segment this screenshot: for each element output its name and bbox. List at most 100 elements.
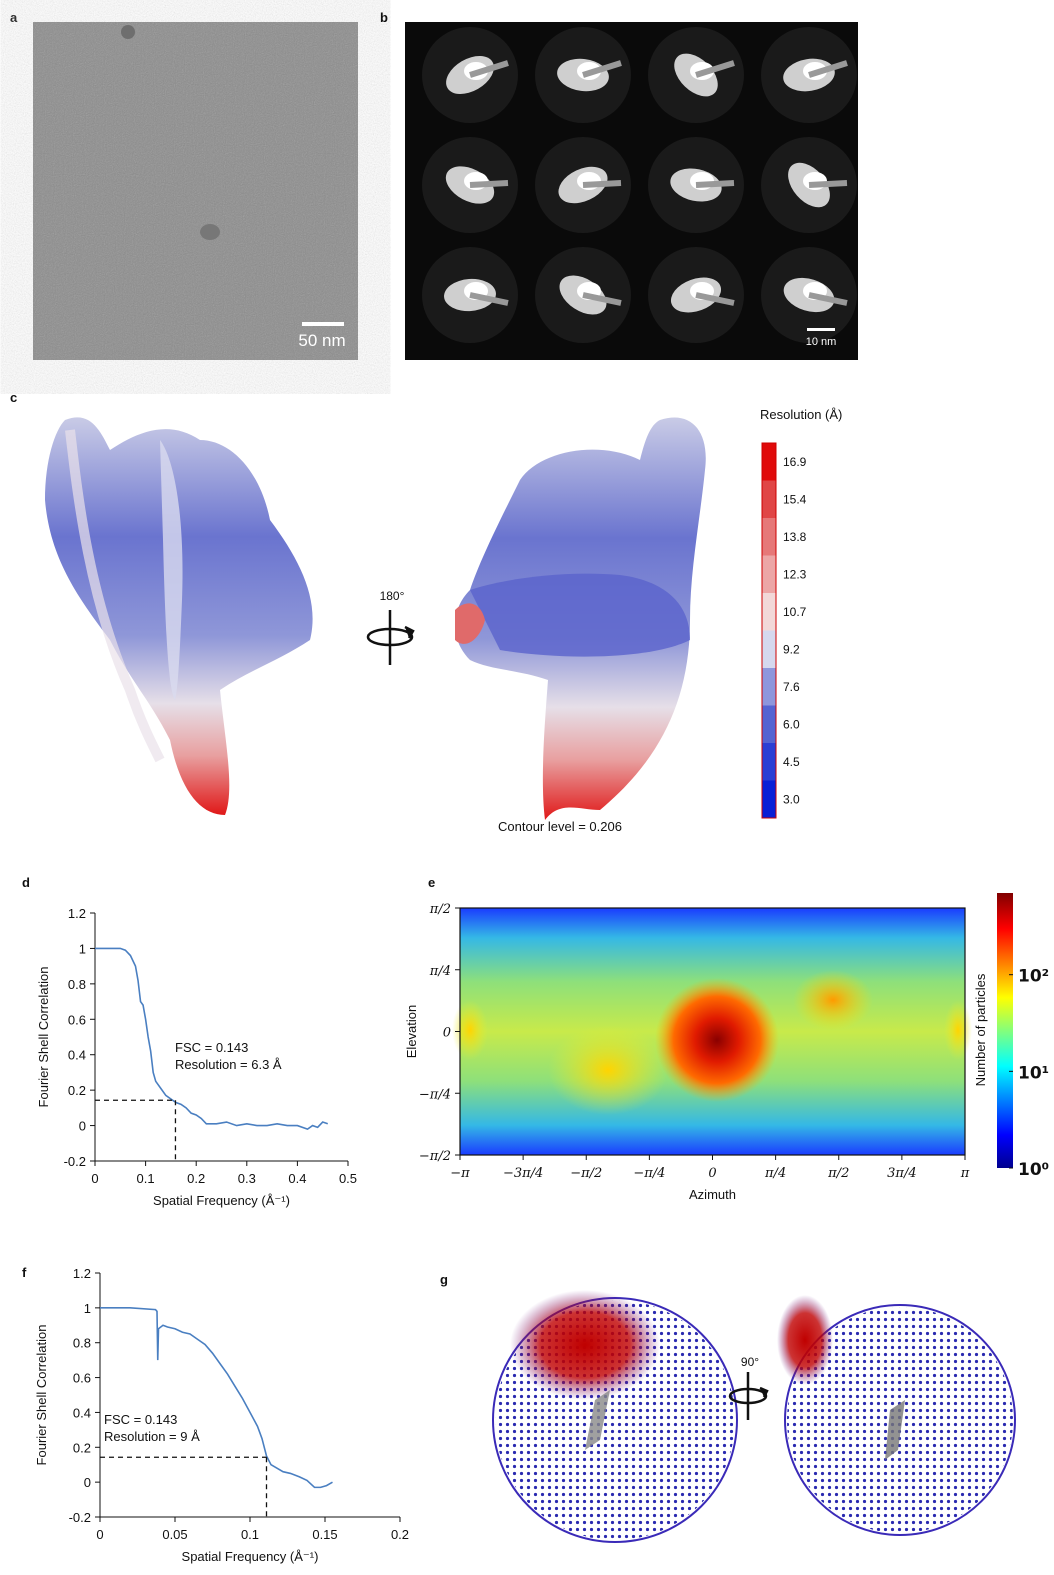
rotation-arrow — [366, 610, 415, 665]
x-axis-label: Spatial Frequency (Å⁻¹) — [182, 1549, 319, 1564]
y-tick-label: π/4 — [429, 964, 451, 979]
x-tick-label: 0.3 — [238, 1171, 256, 1186]
panel-label: a — [10, 10, 18, 25]
x-axis-label: Spatial Frequency (Å⁻¹) — [153, 1193, 290, 1208]
x-tick-label: −π — [450, 1166, 470, 1181]
class-stalk — [469, 292, 509, 306]
class-stalk — [582, 292, 622, 306]
y-tick-label: 0.6 — [68, 1012, 86, 1027]
class-stalk — [695, 292, 735, 306]
x-tick-label: π — [960, 1166, 970, 1181]
panel-label: c — [10, 390, 17, 405]
fsc-curve — [95, 947, 329, 1131]
density-map-back — [455, 417, 706, 820]
y-tick-label: 0.2 — [73, 1440, 91, 1455]
colorbar-tick-label: 12.3 — [783, 567, 807, 581]
x-tick-label: −π/4 — [633, 1166, 665, 1181]
colorbar-segment — [762, 480, 776, 518]
class-stalk — [808, 180, 848, 188]
scale-bar-label: 10 nm — [806, 336, 837, 348]
y-tick-label: -0.2 — [69, 1510, 91, 1525]
class-stalk — [582, 180, 622, 188]
panel-label: g — [440, 1272, 448, 1287]
x-tick-label: 3π/4 — [887, 1166, 916, 1181]
colorbar-tick-label: 3.0 — [783, 792, 800, 806]
colorbar-segment — [762, 780, 776, 818]
x-tick-label: 0.15 — [312, 1527, 337, 1542]
rotation-arrow — [728, 1372, 769, 1420]
y-tick-label: 0 — [443, 1026, 451, 1041]
orientation-sphere-left — [492, 1290, 738, 1543]
y-tick-label: 0 — [79, 1119, 86, 1134]
annotation: FSC = 0.143 — [104, 1412, 177, 1427]
x-tick-label: 0.05 — [162, 1527, 187, 1542]
x-tick-label: 0.2 — [391, 1527, 409, 1542]
colorbar-tick-label: 13.8 — [783, 530, 807, 544]
colorbar — [997, 893, 1013, 1168]
x-axis-label: Azimuth — [689, 1187, 736, 1202]
colorbar-tick-label: 10⁰ — [1018, 1160, 1049, 1180]
annotation: Resolution = 9 Å — [104, 1429, 200, 1444]
colorbar-tick-label: 10² — [1018, 967, 1049, 987]
x-tick-label: 0.4 — [288, 1171, 306, 1186]
colorbar-tick-label: 10.7 — [783, 605, 807, 619]
panel-label: b — [380, 10, 388, 25]
y-tick-label: 1 — [79, 941, 86, 956]
x-tick-label: π/2 — [827, 1166, 849, 1181]
scale-bar — [302, 322, 344, 326]
class-stalk — [469, 180, 509, 188]
colorbar-frame — [761, 442, 777, 819]
class-stalk — [808, 60, 848, 78]
micrograph-noise — [33, 22, 358, 360]
y-axis-label: Fourier Shell Correlation — [36, 967, 51, 1108]
micrograph-feature — [200, 224, 220, 240]
panel-label: e — [428, 875, 435, 890]
colorbar-tick-label: 9.2 — [783, 642, 800, 656]
y-tick-label: 0.2 — [68, 1083, 86, 1098]
colorbar-title: Resolution (Å) — [760, 407, 842, 422]
contour-label: Contour level = 0.206 — [498, 819, 622, 834]
class-stalk — [695, 180, 735, 188]
y-tick-label: 1.2 — [68, 906, 86, 921]
rotation-label: 90° — [741, 1355, 759, 1369]
density-map-front — [45, 417, 313, 815]
colorbar-segment — [762, 555, 776, 593]
colorbar-segment — [762, 705, 776, 743]
y-axis-label: Fourier Shell Correlation — [34, 1325, 49, 1466]
annotation: Resolution = 6.3 Å — [175, 1057, 282, 1072]
x-tick-label: −π/2 — [570, 1166, 602, 1181]
y-tick-label: 1 — [84, 1301, 91, 1316]
x-tick-label: π/4 — [764, 1166, 786, 1181]
x-tick-label: 0.2 — [187, 1171, 205, 1186]
fsc-curve — [100, 1307, 333, 1489]
y-axis-label: Elevation — [404, 1005, 419, 1058]
colorbar-tick-label: 4.5 — [783, 755, 800, 769]
colorbar-label: Number of particles — [973, 973, 988, 1086]
colorbar-segment — [762, 593, 776, 631]
colorbar-tick-label: 10¹ — [1018, 1063, 1049, 1083]
class-stalk — [695, 60, 735, 78]
scale-bar — [807, 328, 835, 331]
x-tick-label: 0 — [91, 1171, 98, 1186]
colorbar-segment — [762, 630, 776, 668]
y-tick-label: 0 — [84, 1475, 91, 1490]
annotation: FSC = 0.143 — [175, 1040, 248, 1055]
y-tick-label: −π/2 — [419, 1149, 451, 1164]
colorbar-tick-label: 15.4 — [783, 492, 807, 506]
colorbar-segment — [762, 443, 776, 481]
y-tick-label: -0.2 — [64, 1154, 86, 1169]
class-stalk — [582, 60, 622, 78]
colorbar-tick-label: 16.9 — [783, 455, 807, 469]
y-tick-label: 0.4 — [68, 1048, 86, 1063]
hexbin-heatmap — [452, 908, 972, 1155]
resolution-colorbar: 3.0 4.5 6.0 7.6 9.2 10.7 12.3 13.8 15.4 16.9 — [761, 442, 807, 819]
colorbar-tick-label: 7.6 — [783, 680, 800, 694]
y-tick-label: 0.8 — [73, 1336, 91, 1351]
x-tick-label: −3π/4 — [503, 1166, 543, 1181]
x-tick-label: 0 — [96, 1527, 103, 1542]
y-tick-label: 0.8 — [68, 977, 86, 992]
colorbar-segment — [762, 668, 776, 706]
x-tick-label: 0.1 — [137, 1171, 155, 1186]
panel-label: f — [22, 1265, 27, 1280]
